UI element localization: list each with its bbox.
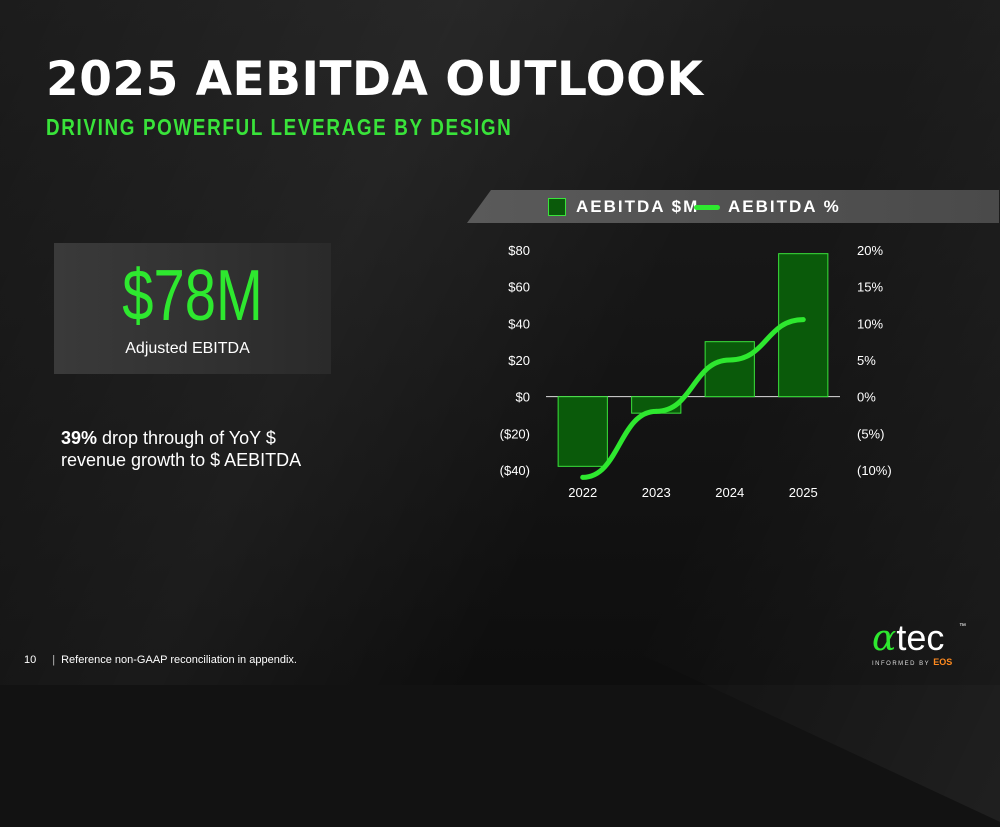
y-left-tick-label: $60 <box>508 280 530 295</box>
bar-2024 <box>704 341 755 398</box>
kpi-value: $78M <box>122 256 263 336</box>
line-point-2024 <box>727 357 733 363</box>
x-tick-label: 2024 <box>715 485 744 500</box>
bar-2025 <box>778 253 829 398</box>
legend-line-swatch <box>694 204 720 210</box>
y-right-tick-label: 5% <box>857 353 876 368</box>
drop-through-note: 39% drop through of YoY $ revenue growth… <box>61 427 341 471</box>
atec-logo: αtec ™ INFORMED BY EOS <box>864 617 974 667</box>
page-title: 2025 AEBITDA OUTLOOK <box>46 52 704 107</box>
aebitda-chart: $80 $60 $40 $20 $0 ($20) ($40) 20% 15% 10% 5% 0% (5%… <box>500 243 892 500</box>
logo-tec: tec <box>896 617 945 658</box>
logo-informed-by: INFORMED BY <box>872 661 931 667</box>
y-left-tick-label: ($20) <box>500 426 530 441</box>
x-tick-label: 2025 <box>789 485 818 500</box>
y-left-tick-label: $40 <box>508 316 530 331</box>
footer-note: Reference non-GAAP reconciliation in app… <box>61 654 297 666</box>
note-text: drop through of YoY $ revenue growth to … <box>61 428 302 470</box>
y-right-tick-label: (5%) <box>857 426 884 441</box>
y-left-tick-label: ($40) <box>500 463 530 478</box>
y-left-tick-label: $80 <box>508 243 530 258</box>
line-point-2023 <box>653 408 659 414</box>
line-point-2022 <box>580 474 586 480</box>
y-right-tick-label: 20% <box>857 243 883 258</box>
page-subtitle: DRIVING POWERFUL LEVERAGE BY DESIGN <box>46 114 513 140</box>
aebitda-percent-line <box>580 317 806 480</box>
logo-trademark: ™ <box>959 623 966 630</box>
logo-tagline: INFORMED BY EOS <box>872 657 952 667</box>
footer: 10 | Reference non-GAAP reconciliation in … <box>24 654 297 666</box>
y-right-tick-label: 10% <box>857 316 883 331</box>
legend-item-line: AEBITDA % <box>694 196 841 218</box>
kpi-label: Adjusted EBITDA <box>125 340 250 357</box>
y-right-tick-label: 0% <box>857 390 876 405</box>
bar-2022 <box>557 396 608 467</box>
kpi-card: $78M Adjusted EBITDA <box>54 243 331 374</box>
line-point-2025 <box>800 317 806 323</box>
logo-eos: EOS <box>933 657 953 667</box>
x-tick-label: 2023 <box>642 485 671 500</box>
legend-item-bar: AEBITDA $M <box>548 196 699 218</box>
legend-bar-label: AEBITDA $M <box>576 197 700 216</box>
logo-alpha: α <box>872 618 897 659</box>
y-left-tick-label: $0 <box>516 390 530 405</box>
x-tick-label: 2022 <box>568 485 597 500</box>
y-left-tick-label: $20 <box>508 353 530 368</box>
legend-bar-swatch <box>548 198 566 216</box>
legend-line-label: AEBITDA % <box>728 197 841 216</box>
page-number: 10 <box>24 654 37 666</box>
footer-separator: | <box>52 654 56 666</box>
y-right-tick-label: (10%) <box>857 463 892 478</box>
note-percent: 39% <box>61 428 98 448</box>
y-right-tick-label: 15% <box>857 280 883 295</box>
logo-wordmark: αtec <box>872 617 944 659</box>
